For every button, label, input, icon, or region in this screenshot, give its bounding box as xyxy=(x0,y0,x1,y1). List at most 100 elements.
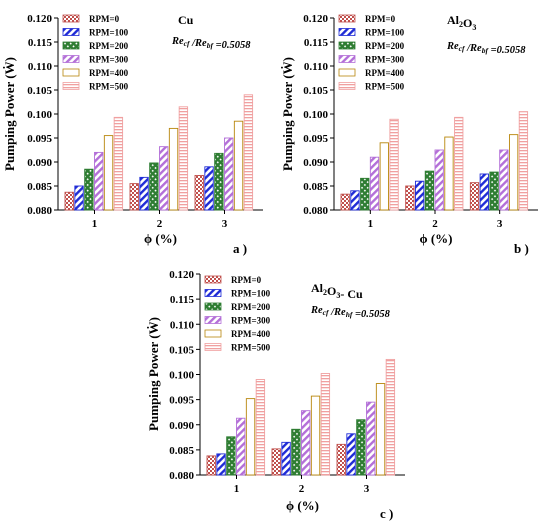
bar-rpm-0-cat-2 xyxy=(405,185,415,211)
legend-swatch xyxy=(204,275,222,284)
bar-rpm-100-cat-3 xyxy=(204,166,214,211)
bar-rpm-300-cat-2 xyxy=(434,149,444,211)
panel-label: a ) xyxy=(233,241,247,256)
bar-rpm-200-cat-1 xyxy=(360,177,370,211)
bar-rpm-500-cat-2 xyxy=(178,106,189,211)
legend-entry: RPM=100 xyxy=(365,28,405,38)
x-axis-label: ϕ (%) xyxy=(144,231,177,246)
bar-rpm-100-cat-1 xyxy=(74,185,84,211)
material-label: Cu xyxy=(178,13,194,27)
bar-rpm-500-cat-3 xyxy=(385,358,396,476)
x-tick-label: 2 xyxy=(299,483,305,495)
legend-swatch xyxy=(62,28,80,36)
chart-panel-al2o3-cu: 0.080 0.085 0.090 0.095 0.100 0.105 0.110 0.115… xyxy=(146,269,405,521)
bar-rpm-100-cat-3 xyxy=(479,173,489,211)
legend-swatch xyxy=(338,68,356,77)
bar-rpm-200-cat-2 xyxy=(424,170,435,211)
bar-rpm-300-cat-1 xyxy=(236,417,246,476)
legend-entry: RPM=100 xyxy=(231,289,271,299)
bar-rpm-0-cat-3 xyxy=(194,174,204,211)
bar-rpm-200-cat-3 xyxy=(489,171,499,211)
bar-rpm-500-cat-2 xyxy=(320,373,331,476)
bar-rpm-500-cat-1 xyxy=(255,379,266,476)
panel-label: c ) xyxy=(380,506,393,521)
chart-panel-al2o3: 0.080 0.085 0.090 0.095 0.100 0.105 0.110 0.115… xyxy=(280,13,538,256)
bar-rpm-400-cat-3 xyxy=(233,120,244,211)
bar-rpm-300-cat-1 xyxy=(94,151,104,211)
bar-rpm-200-cat-2 xyxy=(149,162,159,211)
bar-rpm-400-cat-2 xyxy=(168,127,179,211)
y-axis-label: Pumping Power (Ẇ) xyxy=(2,57,17,171)
bar-rpm-100-cat-1 xyxy=(350,190,360,211)
reynolds-ratio-annotation: Recf /Rehf =0.5058 xyxy=(310,305,391,320)
bar-rpm-300-cat-2 xyxy=(159,146,169,211)
bar-rpm-100-cat-1 xyxy=(216,453,226,476)
bar-rpm-100-cat-2 xyxy=(414,180,425,211)
bar-rpm-300-cat-1 xyxy=(369,156,380,211)
material-label: Al2O3- Cu xyxy=(311,281,363,301)
y-tick-label: 0.120 xyxy=(27,13,52,25)
y-tick-label: 0.110 xyxy=(28,61,53,73)
bar-rpm-500-cat-2 xyxy=(454,116,464,211)
legend-entry: RPM=0 xyxy=(89,14,120,24)
bar-rpm-400-cat-3 xyxy=(375,383,386,476)
y-tick-label: 0.085 xyxy=(169,445,194,457)
legend-entry: RPM=0 xyxy=(365,14,396,24)
y-tick-label: 0.115 xyxy=(304,37,329,49)
bar-rpm-200-cat-3 xyxy=(356,419,366,476)
x-tick-label: 2 xyxy=(432,218,438,230)
x-axis-label: ϕ (%) xyxy=(419,231,452,246)
legend-entry: RPM=100 xyxy=(89,28,129,38)
bar-rpm-200-cat-3 xyxy=(214,152,224,211)
y-tick-label: 0.095 xyxy=(169,395,194,407)
legend-swatch xyxy=(338,82,356,90)
bar-rpm-100-cat-2 xyxy=(281,441,291,476)
legend-swatch xyxy=(204,316,222,324)
bar-rpm-400-cat-1 xyxy=(103,135,114,211)
legend-swatch xyxy=(62,82,80,90)
reynolds-ratio-annotation: Recf /Rebf =0.5058 xyxy=(171,36,251,51)
legend-swatch xyxy=(204,302,222,311)
y-tick-label: 0.120 xyxy=(303,13,328,25)
bar-rpm-0-cat-1 xyxy=(64,191,74,211)
legend-entry: RPM=200 xyxy=(365,41,405,51)
x-tick-label: 1 xyxy=(92,218,98,230)
bar-rpm-300-cat-3 xyxy=(499,149,509,211)
bar-rpm-0-cat-1 xyxy=(340,193,350,211)
bar-rpm-200-cat-1 xyxy=(84,168,94,211)
legend-swatch xyxy=(204,343,222,351)
y-tick-label: 0.095 xyxy=(27,133,52,145)
y-tick-label: 0.105 xyxy=(303,85,328,97)
y-tick-label: 0.080 xyxy=(27,205,52,217)
legend-swatch xyxy=(338,55,356,63)
x-tick-label: 1 xyxy=(234,483,240,495)
bar-rpm-300-cat-3 xyxy=(224,137,234,211)
bar-rpm-100-cat-2 xyxy=(139,176,149,211)
bar-rpm-300-cat-3 xyxy=(366,401,376,476)
bar-rpm-500-cat-1 xyxy=(113,116,124,211)
material-label: Al2O3 xyxy=(447,13,476,32)
legend-entry: RPM=0 xyxy=(231,275,262,285)
y-tick-label: 0.120 xyxy=(169,269,194,281)
legend-entry: RPM=300 xyxy=(365,55,405,65)
legend-swatch xyxy=(62,55,80,63)
legend-swatch xyxy=(338,14,356,23)
legend-entry: RPM=300 xyxy=(89,55,129,65)
y-tick-label: 0.105 xyxy=(27,85,52,97)
y-tick-label: 0.085 xyxy=(303,181,328,193)
bar-rpm-0-cat-3 xyxy=(469,182,480,211)
x-axis-label: ϕ (%) xyxy=(286,498,319,513)
y-axis-label: Pumping Power (Ẇ) xyxy=(146,317,161,431)
bar-rpm-100-cat-3 xyxy=(346,433,356,476)
y-tick-label: 0.115 xyxy=(28,37,53,49)
legend-swatch xyxy=(62,14,80,23)
y-tick-label: 0.100 xyxy=(169,370,194,382)
chart-panel-cu: 0.080 0.085 0.090 0.095 0.100 0.105 0.110 0.115… xyxy=(2,13,263,256)
bar-rpm-0-cat-3 xyxy=(336,443,346,476)
legend-entry: RPM=400 xyxy=(365,68,405,78)
bar-rpm-400-cat-3 xyxy=(508,134,519,211)
y-tick-label: 0.080 xyxy=(169,470,194,482)
legend-swatch xyxy=(62,68,80,77)
legend-entry: RPM=400 xyxy=(231,329,271,339)
